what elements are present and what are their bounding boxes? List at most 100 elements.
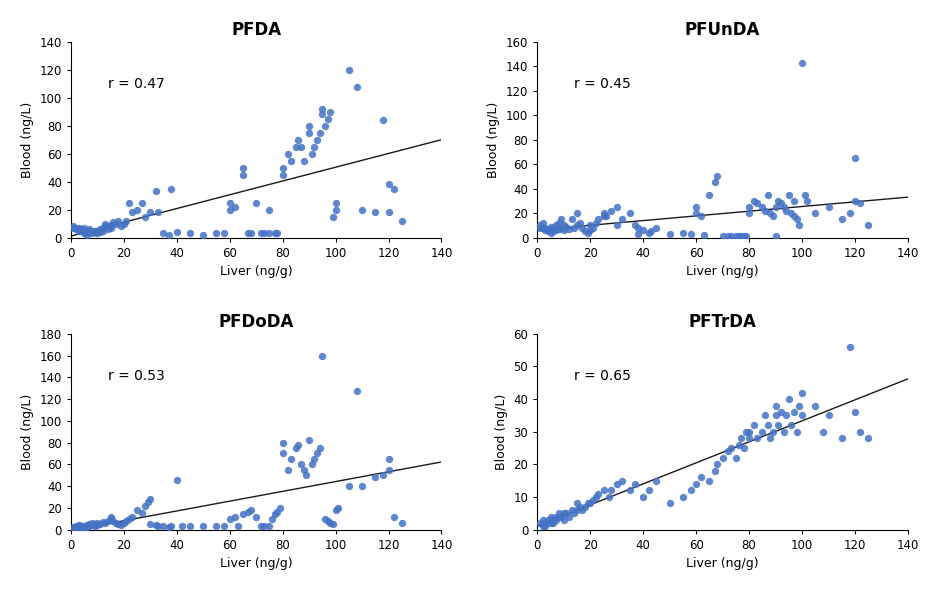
Point — [583, 226, 598, 235]
Point — [209, 522, 224, 531]
Point — [302, 121, 317, 131]
Point — [89, 518, 104, 528]
Point — [628, 220, 643, 230]
Point — [551, 508, 566, 518]
Point — [289, 443, 304, 453]
Point — [321, 114, 336, 124]
Point — [842, 209, 857, 218]
Point — [787, 196, 802, 206]
Point — [781, 190, 796, 199]
Point — [631, 229, 646, 239]
Point — [103, 220, 118, 230]
Point — [321, 516, 336, 525]
Point — [349, 387, 364, 396]
Point — [628, 479, 643, 489]
Point — [543, 512, 558, 521]
Point — [74, 522, 89, 531]
Point — [87, 227, 102, 236]
Y-axis label: Blood (ng/L): Blood (ng/L) — [21, 102, 34, 178]
Title: PFDA: PFDA — [231, 21, 281, 39]
Point — [807, 209, 822, 218]
Point — [599, 211, 614, 220]
Point — [349, 82, 364, 91]
Point — [559, 222, 574, 231]
Point — [609, 479, 624, 489]
Point — [150, 522, 165, 531]
Point — [291, 440, 306, 450]
Point — [551, 218, 566, 228]
Point — [257, 522, 272, 531]
Point — [130, 205, 145, 215]
Point — [89, 521, 104, 530]
Point — [134, 198, 149, 207]
Point — [76, 229, 91, 238]
Point — [89, 226, 104, 235]
Point — [148, 521, 163, 530]
Point — [235, 509, 250, 519]
Point — [848, 196, 863, 206]
Point — [538, 518, 553, 528]
Point — [143, 519, 158, 529]
Point — [580, 228, 595, 238]
Point — [69, 522, 84, 531]
Point — [74, 522, 89, 532]
Point — [79, 230, 94, 239]
Point — [683, 486, 698, 495]
Point — [765, 427, 780, 436]
Point — [66, 522, 81, 532]
Point — [302, 128, 317, 137]
Point — [150, 207, 165, 217]
Point — [755, 427, 770, 436]
Point — [95, 226, 110, 235]
Point — [853, 427, 868, 436]
Title: PFUnDA: PFUnDA — [685, 21, 760, 39]
Point — [861, 433, 876, 443]
Point — [305, 460, 320, 469]
Point — [95, 517, 110, 527]
Point — [602, 492, 617, 502]
Point — [169, 227, 184, 236]
Point — [596, 211, 611, 220]
Point — [532, 518, 547, 528]
Point — [791, 401, 807, 410]
Point — [227, 202, 243, 212]
Point — [835, 215, 850, 224]
Point — [776, 427, 791, 436]
Point — [774, 199, 789, 208]
Point — [784, 209, 799, 218]
Point — [82, 225, 97, 234]
Point — [787, 407, 802, 417]
Point — [275, 163, 290, 173]
Point — [130, 505, 145, 515]
Point — [76, 227, 91, 236]
X-axis label: Liver (ng/g): Liver (ng/g) — [220, 265, 292, 278]
Point — [548, 220, 563, 230]
Point — [182, 229, 197, 238]
Point — [69, 522, 84, 532]
Point — [762, 209, 777, 218]
Title: PFDoDA: PFDoDA — [218, 313, 294, 331]
Point — [800, 196, 815, 206]
Point — [532, 223, 547, 232]
Point — [776, 202, 791, 212]
Point — [262, 205, 277, 215]
Point — [567, 508, 582, 518]
Point — [283, 454, 298, 463]
Point — [248, 198, 263, 207]
Point — [733, 433, 748, 443]
Point — [546, 223, 561, 232]
Point — [66, 223, 81, 232]
Point — [296, 465, 311, 475]
Point — [548, 515, 563, 525]
Point — [103, 223, 118, 232]
Point — [92, 225, 107, 234]
Point — [603, 206, 619, 215]
Point — [114, 521, 129, 530]
Point — [92, 227, 107, 236]
Point — [85, 226, 100, 235]
Point — [264, 514, 279, 524]
Point — [556, 515, 572, 525]
Point — [283, 156, 298, 165]
Point — [848, 407, 863, 417]
Point — [586, 223, 601, 232]
